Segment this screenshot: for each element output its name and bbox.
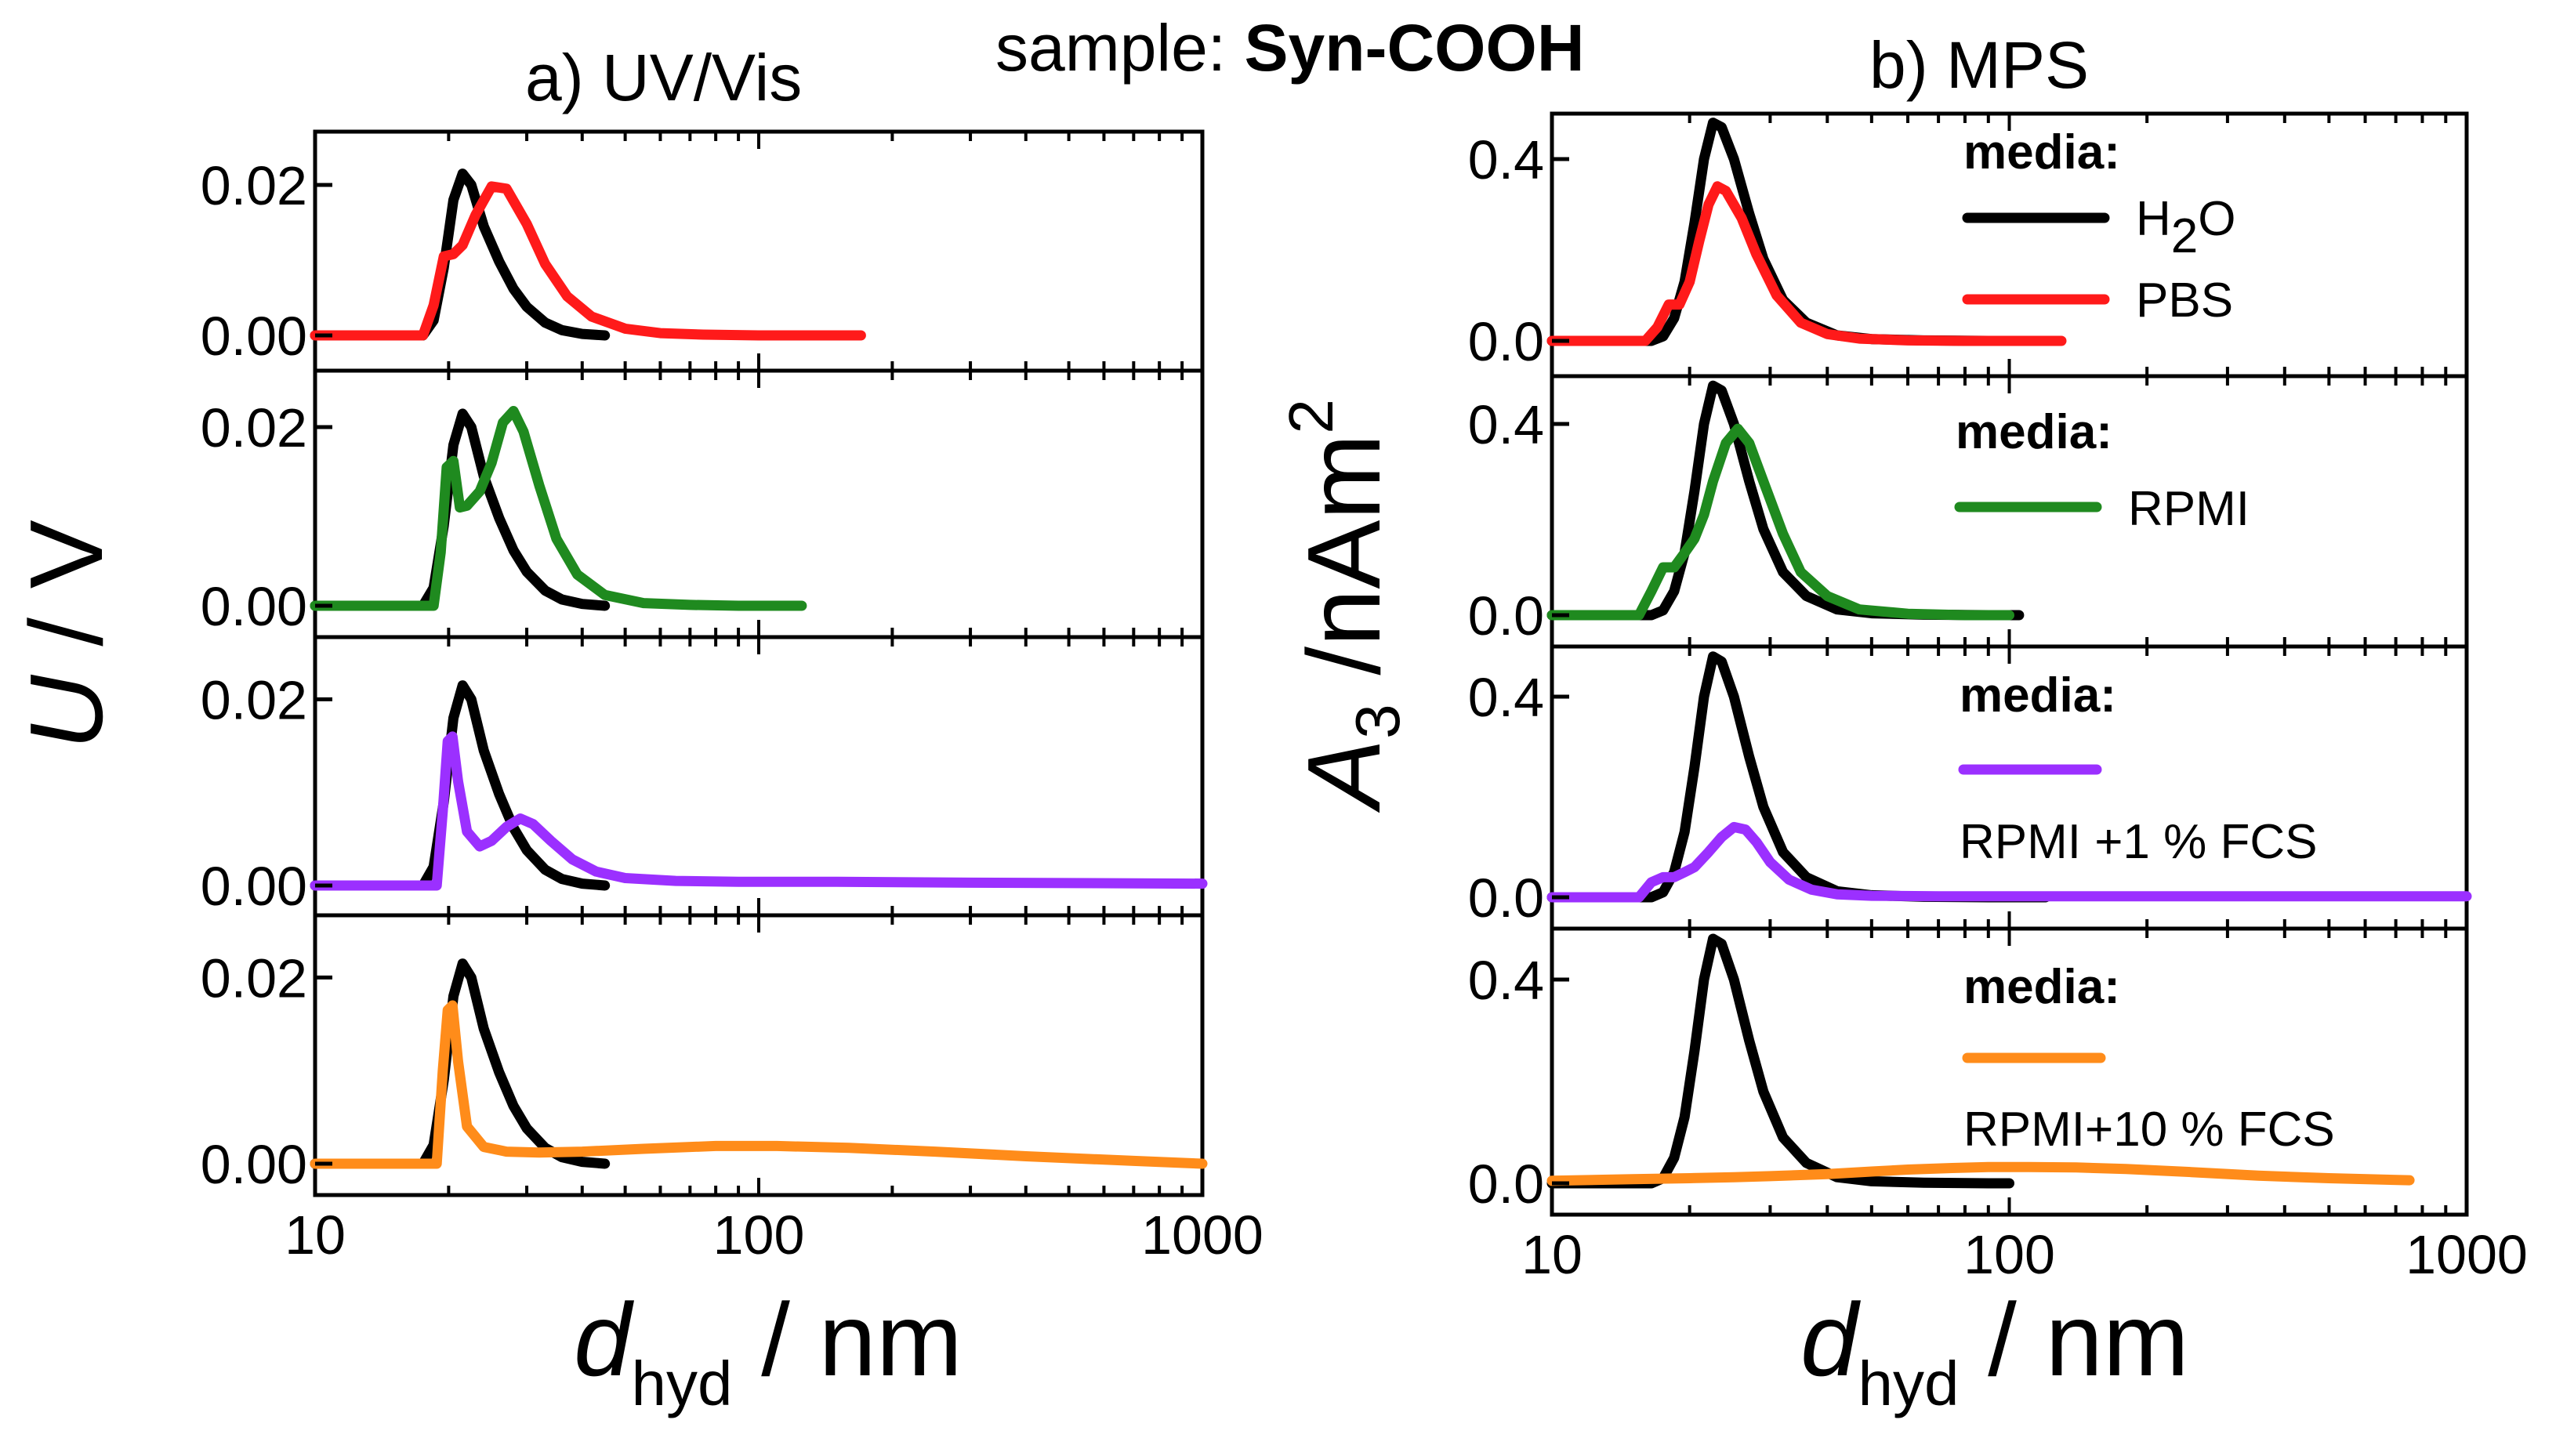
panel-b-ytick-label: 0.4 (1468, 950, 1544, 1011)
curves-layer (310, 118, 2472, 1189)
panel-b-title: b) MPS (1869, 28, 2089, 102)
legend-2-head: media: (1956, 405, 2112, 459)
panel-b-xlabel: dhyd / nm (1800, 1282, 2189, 1418)
legend-label-h2o: H2O (2136, 192, 2236, 263)
panel-b-ytick-label: 0.0 (1468, 1154, 1544, 1215)
panel-a-xtick-label: 10 (285, 1204, 346, 1266)
panel-a-xtick-label: 1000 (1141, 1204, 1263, 1266)
legend-label-rpmi: RPMI (2128, 482, 2250, 536)
panel-b-ytick-label: 0.0 (1468, 585, 1544, 647)
panel-b-series-rpmi (1546, 423, 2014, 621)
svg-text:U / V: U / V (9, 520, 124, 749)
legend-4: media: RPMI+10 % FCS (1962, 960, 2335, 1157)
panel-a-ytick-label: 0.02 (201, 397, 307, 458)
legend-3: media: RPMI +1 % FCS (1958, 668, 2318, 869)
panel-a-xtick-label: 100 (713, 1204, 805, 1266)
panel-a-series-pbs (310, 181, 866, 341)
panel-b-xtick-label: 100 (1963, 1224, 2055, 1285)
panel-b-ytick-label: 0.4 (1468, 667, 1544, 728)
panel-b-series-rpmi_1fcs (1546, 821, 2472, 903)
panel-a-ytick-label: 0.00 (201, 306, 307, 367)
panel-a-series-rpmi_10fcs (310, 1000, 1208, 1169)
panel-a-ytick-label: 0.02 (201, 947, 307, 1009)
panel-b-ytick-label: 0.4 (1468, 129, 1544, 190)
panel-a-series-rpmi (310, 406, 807, 611)
svg-text:A3 /nAm2: A3 /nAm2 (1276, 399, 1412, 813)
panel-a-ytick-label: 0.00 (201, 576, 307, 637)
panel-b-ytick-label: 0.0 (1468, 867, 1544, 929)
panel-b-xtick-label: 10 (1521, 1224, 1583, 1285)
panel-a-ytick-label: 0.02 (201, 669, 307, 730)
panel-b-series-h2o (1546, 380, 2025, 621)
panel-a-series-rpmi_1fcs (310, 731, 1208, 891)
panel-b-series-h2o (1546, 118, 1994, 346)
legend-3-head: media: (1960, 668, 2116, 723)
legend-label-rpmi-10fcs: RPMI+10 % FCS (1963, 1103, 2335, 1157)
panel-b-series-rpmi_10fcs (1546, 1161, 2415, 1186)
legend-label-rpmi-1fcs: RPMI +1 % FCS (1960, 815, 2318, 869)
panel-a-ytick-label: 0.02 (201, 155, 307, 216)
panel-a-xlabel: dhyd / nm (574, 1282, 963, 1418)
panel-b-series-h2o (1546, 933, 2014, 1189)
panel-a-ylabel: U / V (9, 520, 124, 749)
legend-1: media: H2O PBS (1962, 125, 2236, 328)
panel-b-ylabel: A3 /nAm2 (1276, 399, 1412, 813)
panel-b-xtick-label: 1000 (2406, 1224, 2528, 1285)
figure-title: sample: Syn-COOH (995, 11, 1585, 85)
panel-b-ytick-label: 0.0 (1468, 311, 1544, 372)
panel-a-ytick-label: 0.00 (201, 856, 307, 917)
legend-1-head: media: (1963, 125, 2120, 179)
legend-4-head: media: (1963, 960, 2120, 1014)
legend-label-pbs: PBS (2136, 273, 2233, 328)
panel-b-ytick-label: 0.4 (1468, 394, 1544, 455)
legend-2: media: RPMI (1954, 405, 2250, 536)
panel-a-ytick-label: 0.00 (201, 1134, 307, 1195)
panel-a-title: a) UV/Vis (525, 41, 802, 114)
panel-b-series-pbs (1546, 181, 2067, 346)
